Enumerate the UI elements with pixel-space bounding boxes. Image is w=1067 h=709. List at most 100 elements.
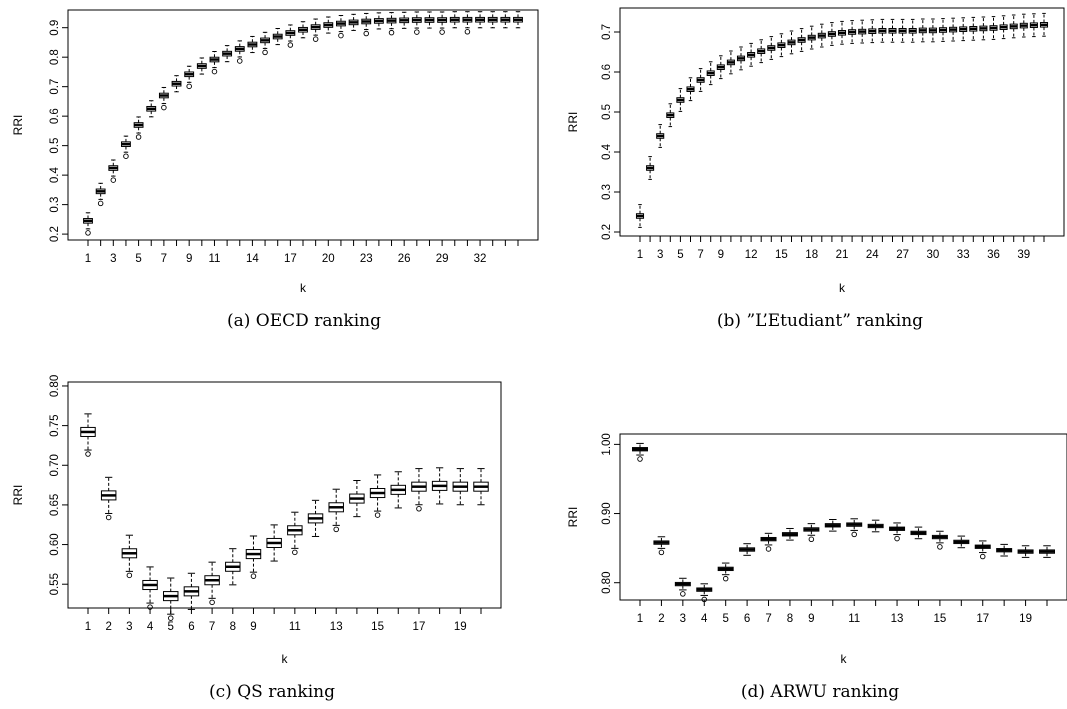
x-tick-label: 14 (246, 253, 259, 265)
x-tick-label: 15 (371, 621, 384, 633)
x-axis-label: k (282, 652, 289, 666)
x-tick-label: 23 (360, 253, 373, 265)
outlier-point (894, 535, 900, 542)
y-tick-label: 0.55 (49, 573, 61, 595)
box-k3 (108, 159, 119, 183)
x-tick-label: 5 (135, 253, 141, 265)
box-k1 (83, 212, 93, 236)
box-k13 (234, 40, 245, 64)
box-k1 (80, 413, 96, 457)
panel-b: 0.2 0.3 0.4 0.5 0.6 0.7 1 3 5 7 9 12 15 18 21 24 27 30 33 3… (566, 7, 1065, 331)
box-k8 (171, 75, 182, 93)
box-k18 (996, 543, 1013, 557)
outlier-point (464, 29, 471, 35)
x-tick-label: 9 (250, 621, 256, 633)
outlier-point (979, 553, 986, 560)
y-tick-label: 0.9 (49, 20, 61, 36)
box-k17 (411, 468, 427, 512)
outlier-point (416, 506, 422, 512)
x-tick-label: 7 (161, 253, 167, 265)
panel-caption: (d) ARWU ranking (741, 682, 899, 702)
y-tick-label: 0.4 (49, 167, 61, 184)
x-axis-label: k (841, 652, 848, 666)
x-tick-label: 9 (718, 249, 724, 261)
box-k38 (1009, 14, 1018, 39)
x-tick-label: 11 (848, 613, 860, 625)
y-axis-label: RRI (11, 115, 25, 136)
outlier-point (209, 599, 215, 606)
box-k2 (653, 536, 670, 556)
x-tick-label: 12 (745, 249, 758, 261)
box-k22 (848, 20, 857, 44)
x-tick-label: 19 (454, 621, 467, 633)
box-k28 (424, 11, 435, 29)
y-tick-label: 0.8 (49, 49, 61, 65)
box-k31 (462, 11, 473, 35)
x-tick-label: 7 (209, 621, 215, 633)
y-tick-label: 0.65 (49, 494, 61, 516)
y-tick-label: 0.2 (49, 226, 61, 242)
x-tick-label: 6 (188, 621, 194, 633)
outlier-point (658, 549, 665, 556)
outlier-point (637, 456, 643, 462)
box-k1 (635, 204, 645, 228)
box-k31 (938, 18, 948, 42)
outlier-point (701, 596, 708, 603)
outlier-point (937, 544, 943, 550)
box-k11 (736, 46, 746, 71)
outlier-point (135, 134, 142, 140)
box-k3 (121, 534, 138, 579)
box-k6 (146, 100, 157, 118)
box-k35 (513, 11, 523, 29)
box-k29 (437, 11, 448, 35)
x-tick-label: 1 (637, 249, 643, 261)
box-k5 (676, 88, 685, 112)
box-k28 (908, 18, 917, 43)
outlier-point (388, 29, 395, 36)
box-k1 (632, 442, 648, 462)
box-k14 (349, 479, 365, 518)
x-tick-label: 9 (186, 253, 192, 265)
x-tick-label: 4 (147, 621, 154, 633)
x-tick-label: 15 (933, 613, 946, 625)
x-tick-label: 7 (765, 613, 771, 625)
y-tick-label: 0.6 (601, 64, 613, 80)
box-k9 (184, 65, 195, 90)
box-k13 (328, 488, 344, 533)
x-tick-label: 8 (787, 613, 793, 625)
x-tick-label: 3 (126, 621, 132, 633)
x-tick-label: 9 (808, 613, 814, 625)
outlier-point (765, 546, 772, 552)
x-tick-label: 3 (680, 613, 686, 625)
x-axis-label: k (300, 281, 307, 295)
box-k34 (500, 11, 511, 29)
outlier-point (414, 29, 420, 35)
box-k6 (686, 77, 695, 102)
box-k23 (361, 12, 372, 37)
box-k19 (817, 23, 826, 48)
outlier-point (292, 549, 298, 556)
y-tick-label: 0.5 (601, 104, 613, 120)
box-k30 (928, 18, 937, 43)
box-k19 (310, 18, 321, 42)
box-k15 (260, 31, 270, 56)
outlier-point (126, 572, 133, 579)
box-k19 (1017, 545, 1034, 558)
box-k2 (100, 476, 117, 521)
box-k2 (95, 182, 106, 207)
outlier-point (250, 573, 257, 579)
box-k17 (797, 28, 806, 52)
outlier-point (167, 615, 174, 621)
box-k11 (846, 518, 863, 538)
x-tick-label: 1 (85, 621, 91, 633)
outlier-point (808, 536, 815, 543)
box-k26 (399, 11, 410, 29)
box-k7 (696, 68, 705, 92)
box-k27 (898, 18, 907, 43)
y-tick-label: 0.90 (601, 502, 613, 524)
box-k6 (739, 543, 756, 556)
x-tick-label: 13 (891, 613, 904, 625)
x-tick-label: 36 (987, 249, 1000, 261)
x-tick-label: 1 (85, 253, 91, 265)
